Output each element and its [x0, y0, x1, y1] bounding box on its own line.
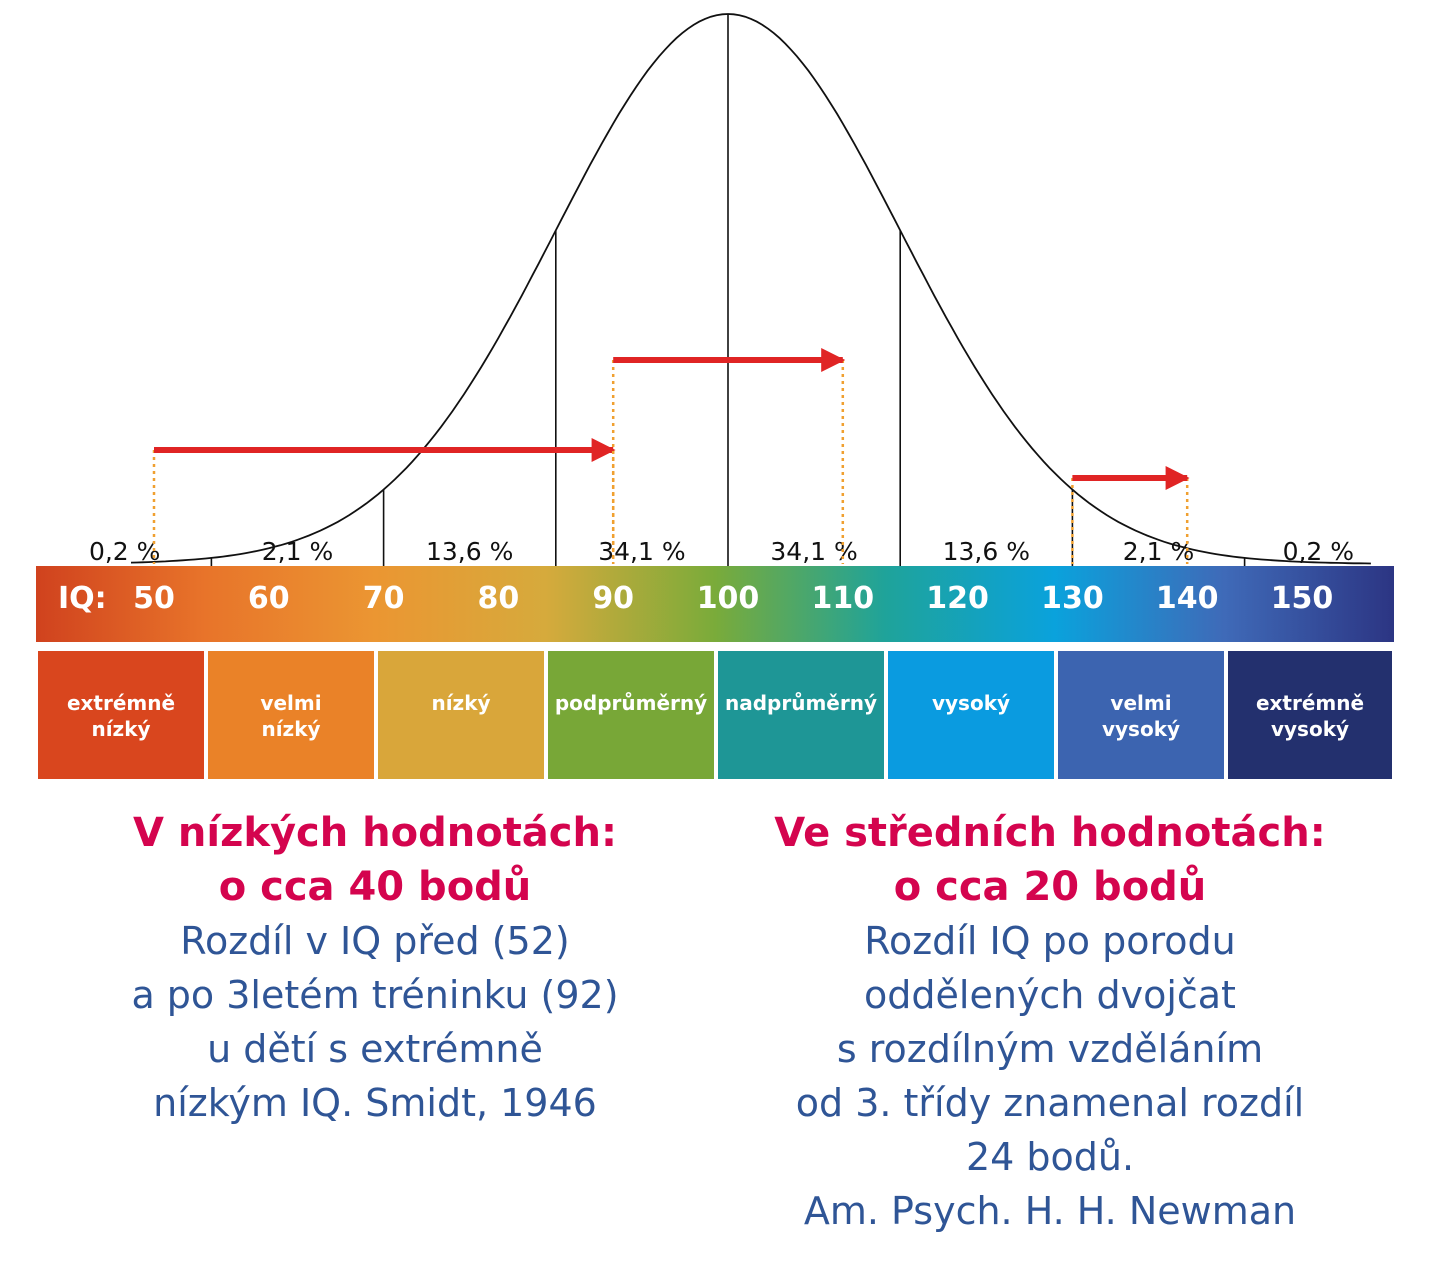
segment-percentage-label: 34,1 % [770, 537, 857, 566]
category-label: nízký [261, 717, 320, 741]
iq-tick-label: 100 [697, 581, 760, 616]
segment-percentage-label: 13,6 % [426, 537, 513, 566]
body-line: u dětí s extrémně [207, 1027, 543, 1071]
category-label: vysoký [1271, 717, 1349, 741]
category-box [1228, 651, 1392, 779]
body-line: od 3. třídy znamenal rozdíl [795, 1081, 1305, 1125]
iq-tick-label: 90 [592, 581, 634, 616]
iq-tick-label: 150 [1271, 581, 1334, 616]
category-box [718, 651, 884, 779]
category-label: nadprůměrný [725, 691, 877, 715]
iq-tick-label: 50 [133, 581, 175, 616]
body-line: a po 3letém tréninku (92) [131, 973, 619, 1017]
body-line: 24 bodů. [965, 1135, 1135, 1179]
low-values-heading: V nízkých hodnotách: o cca 40 bodů [40, 806, 710, 914]
iq-tick-label: 120 [926, 581, 989, 616]
body-line: oddělených dvojčat [864, 973, 1236, 1017]
category-box [378, 651, 544, 779]
category-label: nízký [91, 717, 150, 741]
iq-distribution-chart: 0,2 % 2,1 % 13,6 % 34,1 % 34,1 % 13,6 % 2,1 % 0… [36, 13, 1394, 779]
heading-line: o cca 40 bodů [218, 864, 532, 910]
category-box [208, 651, 374, 779]
middle-values-body: Rozdíl IQ po porodu oddělených dvojčat s… [730, 914, 1370, 1238]
segment-percentage-label: 34,1 % [598, 537, 685, 566]
bell-curve [130, 13, 1371, 565]
low-values-body: Rozdíl v IQ před (52) a po 3letém trénin… [40, 914, 710, 1130]
segment-percentage-label: 13,6 % [943, 537, 1030, 566]
category-label: velmi [260, 691, 321, 715]
category-box [1058, 651, 1224, 779]
category-label: podprůměrný [555, 691, 707, 715]
segment-percentage-label: 0,2 % [89, 537, 160, 566]
iq-axis-label: IQ: [58, 581, 107, 616]
category-label: vysoký [932, 691, 1010, 715]
category-box [888, 651, 1054, 779]
iq-tick-label: 70 [363, 581, 405, 616]
category-label: vysoký [1102, 717, 1180, 741]
iq-tick-label: 140 [1156, 581, 1219, 616]
iq-tick-label: 80 [478, 581, 520, 616]
body-line: nízkým IQ. Smidt, 1946 [153, 1081, 597, 1125]
iq-tick-label: 110 [811, 581, 874, 616]
category-box [548, 651, 714, 779]
category-box [38, 651, 204, 779]
segment-percentage-label: 2,1 % [262, 537, 333, 566]
category-label: extrémně [67, 691, 175, 715]
body-line: Am. Psych. H. H. Newman [803, 1189, 1297, 1233]
heading-line: Ve středních hodnotách: [774, 810, 1326, 856]
middle-values-note: Ve středních hodnotách: o cca 20 bodů Ro… [730, 806, 1370, 1238]
segment-percentage-label: 0,2 % [1283, 537, 1354, 566]
heading-line: o cca 20 bodů [893, 864, 1207, 910]
body-line: Rozdíl v IQ před (52) [180, 919, 570, 963]
body-line: Rozdíl IQ po porodu [864, 919, 1236, 963]
middle-values-heading: Ve středních hodnotách: o cca 20 bodů [730, 806, 1370, 914]
segment-percentage-label: 2,1 % [1123, 537, 1194, 566]
iq-tick-label: 60 [248, 581, 290, 616]
low-values-note: V nízkých hodnotách: o cca 40 bodů Rozdí… [40, 806, 710, 1130]
category-label: nízký [431, 691, 490, 715]
heading-line: V nízkých hodnotách: [133, 810, 617, 856]
category-label: velmi [1110, 691, 1171, 715]
category-label: extrémně [1256, 691, 1364, 715]
iq-scale-bar [36, 566, 1394, 642]
iq-tick-label: 130 [1041, 581, 1104, 616]
body-line: s rozdílným vzděláním [836, 1027, 1264, 1071]
